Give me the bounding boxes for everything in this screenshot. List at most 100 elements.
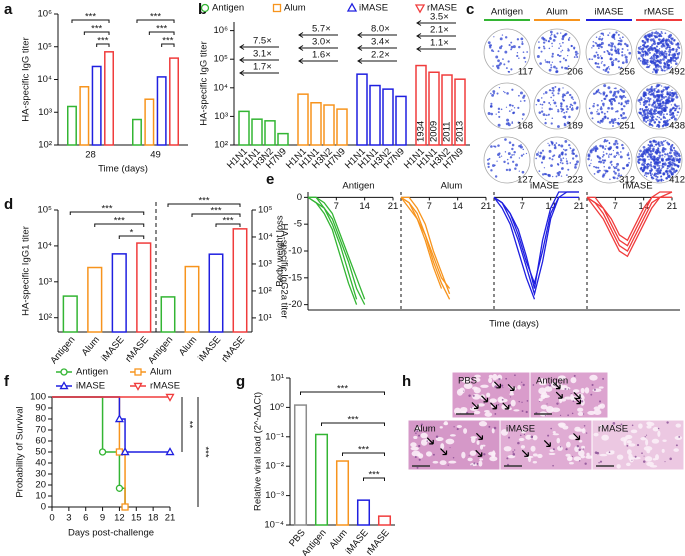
spot [669, 145, 673, 148]
spot [498, 64, 501, 67]
spot [560, 158, 562, 160]
spot [570, 107, 574, 111]
alveolus [449, 434, 456, 437]
alveolus [570, 377, 577, 384]
bar [184, 265, 200, 333]
spot [517, 106, 520, 109]
nucleus [531, 436, 533, 438]
spot [672, 112, 674, 114]
alveolus [628, 453, 633, 461]
alveolus [537, 453, 543, 459]
spot [520, 154, 524, 157]
spot [566, 162, 569, 165]
spot [507, 60, 510, 63]
nucleus [581, 400, 584, 403]
spot [616, 162, 619, 166]
fold-label: 5.7× [312, 24, 331, 35]
spot [545, 173, 548, 176]
spot [554, 35, 557, 39]
spot [613, 166, 617, 170]
significance-bracket [96, 43, 110, 47]
spot [675, 62, 678, 66]
spot [550, 140, 552, 143]
spot [672, 98, 675, 101]
nucleus [456, 428, 459, 431]
spot [661, 164, 664, 167]
significance-label: *** [210, 206, 221, 217]
spot [667, 51, 670, 53]
spot [613, 59, 615, 62]
alveolus [448, 460, 457, 464]
nucleus [488, 425, 491, 428]
lesion-arrow [475, 449, 483, 457]
spot [647, 151, 650, 154]
spot [603, 166, 605, 168]
spot [525, 152, 528, 155]
fold-label: 1.6× [312, 50, 331, 61]
spot [603, 139, 607, 142]
spot [541, 107, 543, 109]
nucleus [620, 429, 622, 431]
nucleus [631, 459, 633, 461]
spot [668, 160, 672, 164]
significance-bracket [118, 235, 145, 239]
spot [650, 108, 653, 111]
spot [660, 98, 663, 101]
y-tick-label: 10⁴ [37, 240, 52, 251]
spot [604, 172, 607, 174]
alveolus [643, 446, 653, 451]
y-tick-label: 60 [35, 436, 46, 447]
spot [652, 42, 655, 45]
spot [642, 162, 644, 164]
spot [655, 90, 659, 94]
alveolus [569, 462, 574, 465]
weight-line [400, 196, 443, 289]
spot [510, 48, 513, 51]
alveolus [657, 430, 661, 437]
spot [599, 35, 601, 38]
spot [671, 166, 673, 168]
fold-arrow [357, 58, 397, 64]
spot [645, 47, 647, 49]
weight-line [308, 196, 366, 300]
nucleus [522, 383, 525, 387]
spot [553, 34, 556, 37]
spot [649, 38, 653, 42]
spot [551, 55, 554, 58]
alveolus [488, 374, 493, 379]
spot [560, 51, 562, 53]
significance-bracket [161, 43, 175, 47]
spot [505, 168, 509, 172]
spot [576, 160, 579, 164]
plate [585, 82, 633, 130]
spot [522, 153, 525, 156]
spot [609, 57, 613, 61]
spot [644, 54, 647, 57]
spot-count: 412 [669, 175, 685, 186]
spot [573, 56, 576, 58]
spot [557, 89, 561, 92]
y-tick-label: 10³ [38, 276, 52, 287]
x-tick-label: 7 [427, 201, 432, 212]
spot [600, 92, 602, 95]
alveolus [630, 429, 638, 434]
spot-count: 117 [518, 67, 533, 78]
spot [598, 156, 602, 160]
nucleus [432, 453, 435, 456]
weight-line [586, 196, 672, 258]
spot [644, 100, 646, 102]
x-tick-label: rMASE [364, 527, 392, 556]
spot [573, 47, 576, 50]
spot [660, 141, 664, 145]
spot [660, 67, 663, 70]
spot [592, 40, 595, 43]
spot [549, 36, 552, 39]
spot [621, 61, 625, 65]
nucleus [501, 384, 504, 387]
spot [641, 107, 644, 110]
significance-bracket [136, 19, 175, 23]
nucleus [669, 457, 672, 461]
spot [612, 176, 615, 179]
spot [596, 53, 599, 56]
spot [612, 149, 615, 152]
